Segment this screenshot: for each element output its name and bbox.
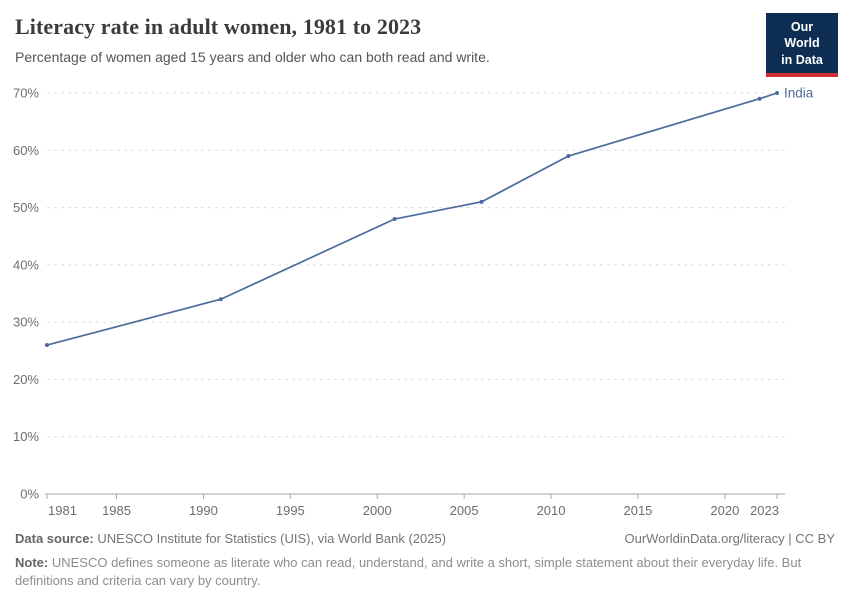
series-label-india: India (784, 86, 814, 101)
logo-line-1: Our World (784, 20, 820, 51)
y-tick-label-60: 60% (13, 143, 39, 158)
chart-footer: Data source: UNESCO Institute for Statis… (15, 531, 835, 591)
x-tick-label-1985: 1985 (102, 503, 131, 518)
page-title: Literacy rate in adult women, 1981 to 20… (15, 14, 422, 39)
y-tick-label-40: 40% (13, 257, 39, 272)
data-source-text: Data source: UNESCO Institute for Statis… (15, 531, 446, 546)
footer-note: Note: UNESCO defines someone as literate… (15, 554, 835, 591)
x-tick-label-1990: 1990 (189, 503, 218, 518)
y-tick-label-50: 50% (13, 200, 39, 215)
x-tick-label-1995: 1995 (276, 503, 305, 518)
y-tick-label-0: 0% (20, 487, 39, 502)
data-point-india-1981 (45, 343, 49, 348)
data-source-value: UNESCO Institute for Statistics (UIS), v… (97, 531, 447, 546)
license-link: OurWorldinData.org/literacy | CC BY (624, 531, 835, 546)
data-point-india-2001 (392, 217, 397, 222)
y-tick-label-20: 20% (13, 372, 39, 387)
x-tick-label-2005: 2005 (450, 503, 479, 518)
x-tick-label-2020: 2020 (710, 503, 739, 518)
data-point-india-2011 (566, 154, 571, 159)
y-tick-label-30: 30% (13, 315, 39, 330)
x-tick-label-2010: 2010 (537, 503, 566, 518)
note-text: UNESCO defines someone as literate who c… (15, 555, 802, 589)
logo-line-2: in Data (781, 52, 823, 67)
chart-subtitle: Percentage of women aged 15 years and ol… (15, 49, 490, 66)
owid-logo: Our World in Data (766, 13, 838, 77)
x-tick-label-1981: 1981 (48, 503, 77, 518)
note-label: Note: (15, 555, 49, 570)
x-tick-label-2023: 2023 (750, 503, 779, 518)
y-tick-label-70: 70% (13, 86, 39, 101)
data-point-india-2022 (757, 96, 762, 101)
data-source-label: Data source: (15, 531, 94, 546)
header: Literacy rate in adult women, 1981 to 20… (15, 14, 740, 65)
data-point-india-2023 (775, 91, 779, 95)
footer-source-row: Data source: UNESCO Institute for Statis… (15, 531, 835, 546)
x-tick-label-2015: 2015 (623, 503, 652, 518)
data-point-india-2006 (479, 199, 484, 204)
series-line-india (46, 92, 778, 346)
x-tick-label-2000: 2000 (363, 503, 392, 518)
data-point-india-1991 (218, 297, 223, 302)
y-tick-label-10: 10% (13, 429, 39, 444)
